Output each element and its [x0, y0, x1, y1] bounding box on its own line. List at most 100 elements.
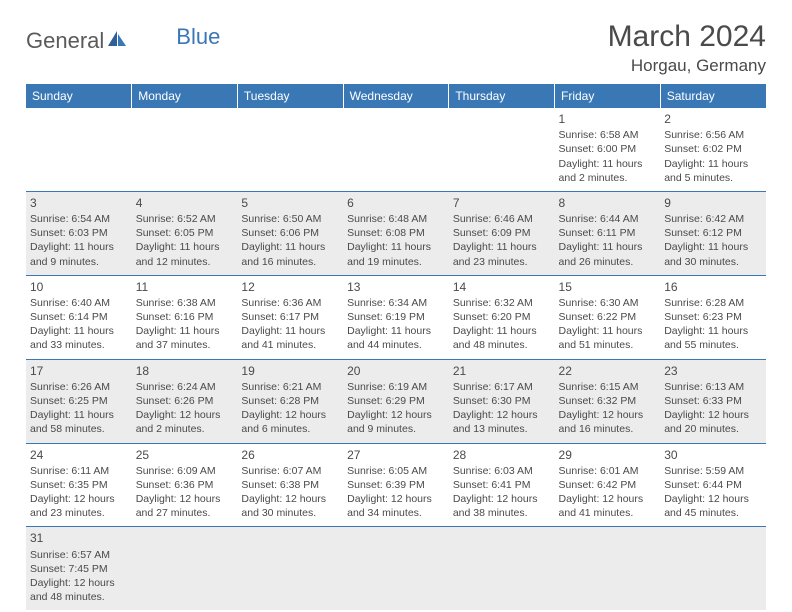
daylight-line: Daylight: 12 hours and 20 minutes. — [664, 408, 762, 436]
calendar-cell: 12Sunrise: 6:36 AMSunset: 6:17 PMDayligh… — [237, 275, 343, 359]
sunset-line: Sunset: 6:05 PM — [136, 226, 234, 240]
sunrise-line: Sunrise: 6:36 AM — [241, 296, 339, 310]
day-number: 19 — [241, 363, 339, 379]
sunset-line: Sunset: 6:03 PM — [30, 226, 128, 240]
calendar-cell: 30Sunrise: 5:59 AMSunset: 6:44 PMDayligh… — [660, 443, 766, 527]
col-wednesday: Wednesday — [343, 84, 449, 108]
calendar-cell: 11Sunrise: 6:38 AMSunset: 6:16 PMDayligh… — [132, 275, 238, 359]
calendar-cell: 17Sunrise: 6:26 AMSunset: 6:25 PMDayligh… — [26, 359, 132, 443]
calendar-cell: 14Sunrise: 6:32 AMSunset: 6:20 PMDayligh… — [449, 275, 555, 359]
calendar-cell — [26, 108, 132, 191]
sunset-line: Sunset: 6:12 PM — [664, 226, 762, 240]
daylight-line: Daylight: 11 hours and 5 minutes. — [664, 157, 762, 185]
daylight-line: Daylight: 11 hours and 2 minutes. — [559, 157, 657, 185]
calendar-cell: 25Sunrise: 6:09 AMSunset: 6:36 PMDayligh… — [132, 443, 238, 527]
sunset-line: Sunset: 6:16 PM — [136, 310, 234, 324]
daylight-line: Daylight: 11 hours and 48 minutes. — [453, 324, 551, 352]
calendar-row: 3Sunrise: 6:54 AMSunset: 6:03 PMDaylight… — [26, 191, 766, 275]
daylight-line: Daylight: 12 hours and 6 minutes. — [241, 408, 339, 436]
month-title: March 2024 — [608, 20, 766, 54]
calendar-cell: 19Sunrise: 6:21 AMSunset: 6:28 PMDayligh… — [237, 359, 343, 443]
sunrise-line: Sunrise: 6:01 AM — [559, 464, 657, 478]
day-number: 6 — [347, 195, 445, 211]
location: Horgau, Germany — [608, 56, 766, 76]
logo-text-blue: Blue — [176, 24, 220, 50]
calendar-cell: 31Sunrise: 6:57 AMSunset: 7:45 PMDayligh… — [26, 527, 132, 610]
sail-icon — [106, 30, 128, 53]
sunrise-line: Sunrise: 6:50 AM — [241, 212, 339, 226]
daylight-line: Daylight: 11 hours and 26 minutes. — [559, 240, 657, 268]
calendar-cell: 10Sunrise: 6:40 AMSunset: 6:14 PMDayligh… — [26, 275, 132, 359]
sunset-line: Sunset: 6:08 PM — [347, 226, 445, 240]
calendar-cell: 5Sunrise: 6:50 AMSunset: 6:06 PMDaylight… — [237, 191, 343, 275]
day-number: 20 — [347, 363, 445, 379]
daylight-line: Daylight: 11 hours and 37 minutes. — [136, 324, 234, 352]
sunrise-line: Sunrise: 6:26 AM — [30, 380, 128, 394]
sunrise-line: Sunrise: 6:38 AM — [136, 296, 234, 310]
sunrise-line: Sunrise: 6:30 AM — [559, 296, 657, 310]
daylight-line: Daylight: 11 hours and 9 minutes. — [30, 240, 128, 268]
calendar-table: Sunday Monday Tuesday Wednesday Thursday… — [26, 84, 766, 610]
col-tuesday: Tuesday — [237, 84, 343, 108]
day-number: 25 — [136, 447, 234, 463]
col-friday: Friday — [555, 84, 661, 108]
daylight-line: Daylight: 12 hours and 30 minutes. — [241, 492, 339, 520]
calendar-cell: 3Sunrise: 6:54 AMSunset: 6:03 PMDaylight… — [26, 191, 132, 275]
col-monday: Monday — [132, 84, 238, 108]
day-number: 23 — [664, 363, 762, 379]
col-thursday: Thursday — [449, 84, 555, 108]
calendar-cell — [132, 527, 238, 610]
daylight-line: Daylight: 11 hours and 30 minutes. — [664, 240, 762, 268]
sunrise-line: Sunrise: 6:28 AM — [664, 296, 762, 310]
calendar-cell: 21Sunrise: 6:17 AMSunset: 6:30 PMDayligh… — [449, 359, 555, 443]
calendar-row: 10Sunrise: 6:40 AMSunset: 6:14 PMDayligh… — [26, 275, 766, 359]
day-number: 18 — [136, 363, 234, 379]
sunrise-line: Sunrise: 6:40 AM — [30, 296, 128, 310]
day-number: 26 — [241, 447, 339, 463]
calendar-cell: 22Sunrise: 6:15 AMSunset: 6:32 PMDayligh… — [555, 359, 661, 443]
daylight-line: Daylight: 11 hours and 58 minutes. — [30, 408, 128, 436]
sunset-line: Sunset: 6:11 PM — [559, 226, 657, 240]
daylight-line: Daylight: 12 hours and 23 minutes. — [30, 492, 128, 520]
sunset-line: Sunset: 7:45 PM — [30, 562, 128, 576]
day-number: 21 — [453, 363, 551, 379]
col-sunday: Sunday — [26, 84, 132, 108]
sunrise-line: Sunrise: 6:11 AM — [30, 464, 128, 478]
calendar-cell: 27Sunrise: 6:05 AMSunset: 6:39 PMDayligh… — [343, 443, 449, 527]
calendar-cell — [660, 527, 766, 610]
sunset-line: Sunset: 6:29 PM — [347, 394, 445, 408]
sunrise-line: Sunrise: 6:44 AM — [559, 212, 657, 226]
sunrise-line: Sunrise: 6:17 AM — [453, 380, 551, 394]
sunset-line: Sunset: 6:26 PM — [136, 394, 234, 408]
calendar-cell — [343, 108, 449, 191]
calendar-cell: 24Sunrise: 6:11 AMSunset: 6:35 PMDayligh… — [26, 443, 132, 527]
sunset-line: Sunset: 6:19 PM — [347, 310, 445, 324]
sunset-line: Sunset: 6:39 PM — [347, 478, 445, 492]
sunset-line: Sunset: 6:25 PM — [30, 394, 128, 408]
calendar-row: 24Sunrise: 6:11 AMSunset: 6:35 PMDayligh… — [26, 443, 766, 527]
daylight-line: Daylight: 12 hours and 2 minutes. — [136, 408, 234, 436]
day-number: 17 — [30, 363, 128, 379]
calendar-header-row: Sunday Monday Tuesday Wednesday Thursday… — [26, 84, 766, 108]
sunset-line: Sunset: 6:28 PM — [241, 394, 339, 408]
sunrise-line: Sunrise: 6:54 AM — [30, 212, 128, 226]
sunset-line: Sunset: 6:00 PM — [559, 142, 657, 156]
day-number: 4 — [136, 195, 234, 211]
sunrise-line: Sunrise: 6:07 AM — [241, 464, 339, 478]
sunrise-line: Sunrise: 6:46 AM — [453, 212, 551, 226]
calendar-cell: 18Sunrise: 6:24 AMSunset: 6:26 PMDayligh… — [132, 359, 238, 443]
calendar-row: 17Sunrise: 6:26 AMSunset: 6:25 PMDayligh… — [26, 359, 766, 443]
sunrise-line: Sunrise: 6:34 AM — [347, 296, 445, 310]
sunrise-line: Sunrise: 6:56 AM — [664, 128, 762, 142]
sunset-line: Sunset: 6:42 PM — [559, 478, 657, 492]
day-number: 13 — [347, 279, 445, 295]
sunset-line: Sunset: 6:22 PM — [559, 310, 657, 324]
daylight-line: Daylight: 11 hours and 44 minutes. — [347, 324, 445, 352]
sunset-line: Sunset: 6:23 PM — [664, 310, 762, 324]
calendar-cell: 26Sunrise: 6:07 AMSunset: 6:38 PMDayligh… — [237, 443, 343, 527]
day-number: 31 — [30, 530, 128, 546]
sunrise-line: Sunrise: 6:21 AM — [241, 380, 339, 394]
calendar-cell: 1Sunrise: 6:58 AMSunset: 6:00 PMDaylight… — [555, 108, 661, 191]
sunset-line: Sunset: 6:30 PM — [453, 394, 551, 408]
sunset-line: Sunset: 6:20 PM — [453, 310, 551, 324]
